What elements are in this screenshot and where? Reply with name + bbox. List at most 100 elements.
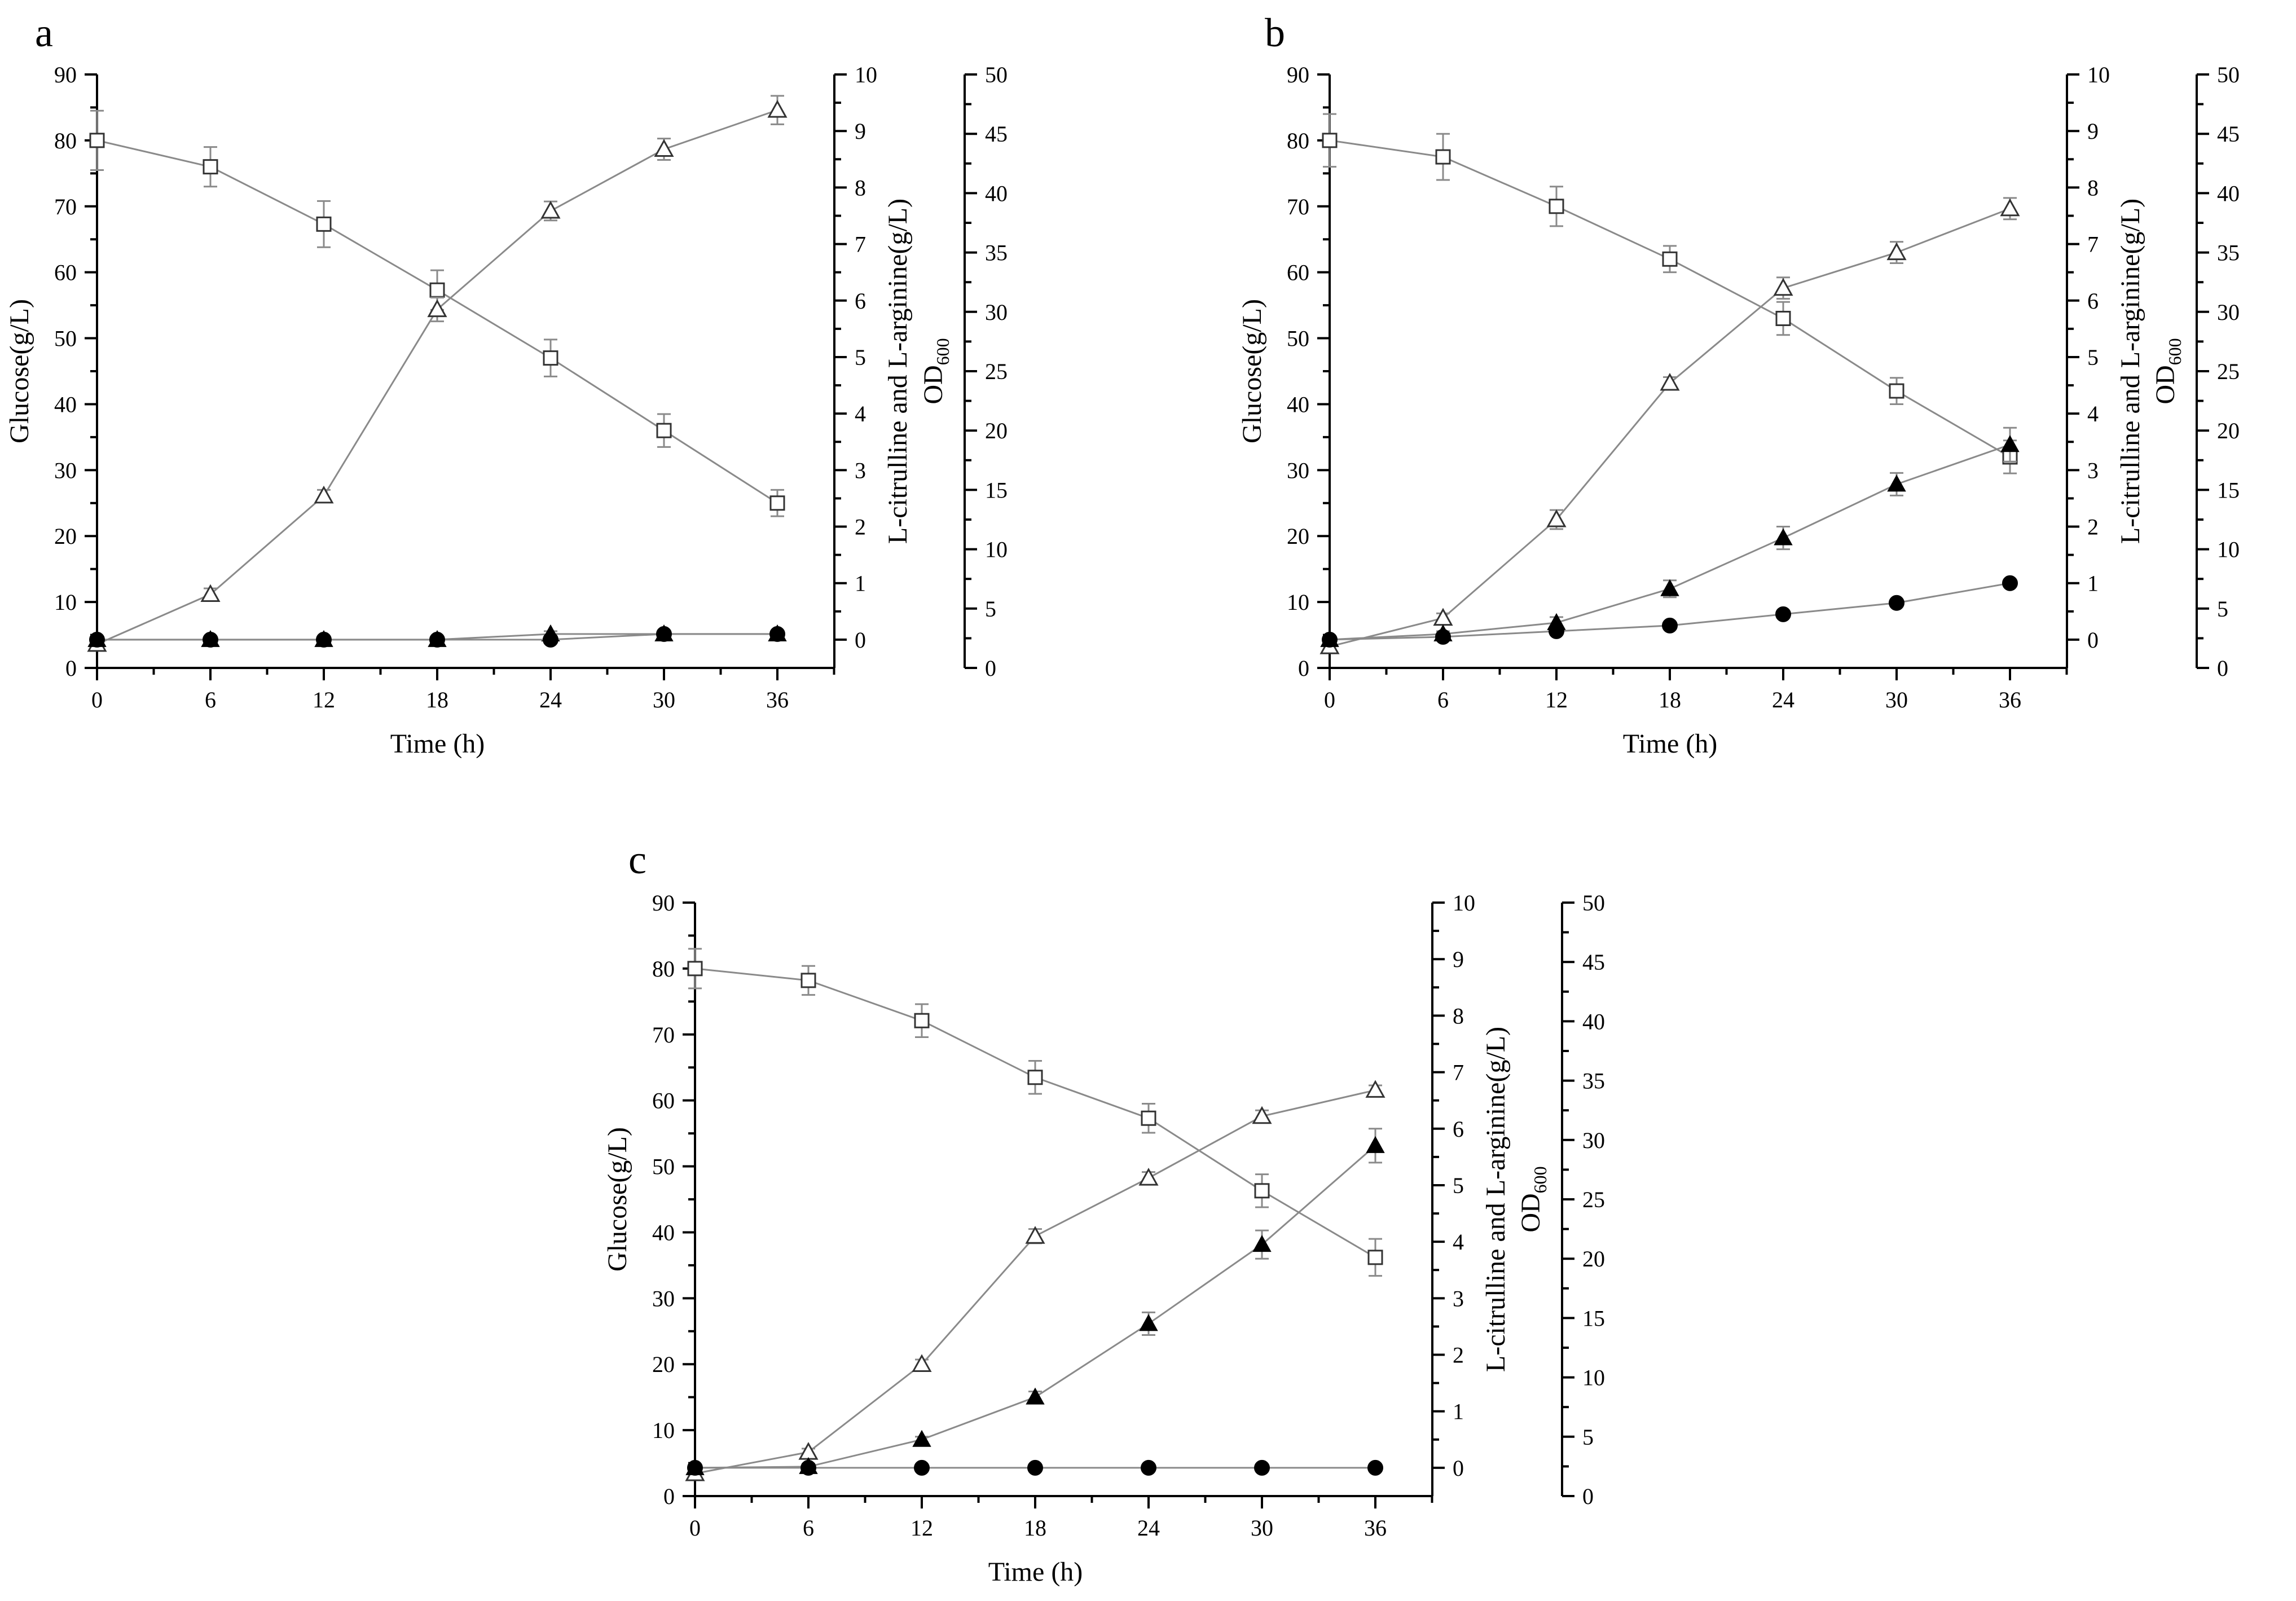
right1-tick-label: 0 (2087, 627, 2099, 653)
right2-tick-label: 35 (985, 240, 1008, 266)
left-tick-label: 60 (1287, 260, 1309, 285)
right2-tick-label: 25 (1582, 1187, 1605, 1212)
data-point (1662, 617, 1678, 634)
series-od600 (1319, 197, 2020, 654)
series-od600 (87, 95, 788, 652)
right1-tick-label: 1 (855, 571, 866, 596)
x-tick-label: 18 (1024, 1515, 1046, 1541)
data-point (912, 1430, 931, 1447)
data-point (769, 495, 785, 511)
data-point (654, 139, 674, 157)
data-point (1435, 628, 1451, 645)
right2-tick-label: 35 (1582, 1068, 1605, 1094)
x-tick-label: 0 (689, 1515, 701, 1541)
x-tick-label: 12 (911, 1515, 933, 1541)
series-l-citrulline (687, 1459, 1383, 1476)
x-tick-label: 36 (1364, 1515, 1387, 1541)
data-point (314, 485, 334, 504)
right2-tick-label: 50 (2217, 62, 2240, 87)
right1-tick-label: 4 (855, 401, 866, 426)
series-l-arginine (685, 1128, 1385, 1475)
right1-axis-title: L-citrulline and L-arginine(g/L) (1481, 1027, 1511, 1372)
right2-tick-label: 25 (985, 359, 1008, 384)
left-tick-label: 10 (54, 590, 77, 615)
left-tick-label: 20 (652, 1352, 675, 1377)
od-label: OD (1516, 1193, 1546, 1232)
left-tick-label: 80 (54, 128, 77, 153)
series-l-citrulline (89, 626, 785, 648)
data-point (1252, 1106, 1272, 1124)
left-axis-title: Glucose(g/L) (1237, 299, 1267, 443)
data-point (1322, 631, 1338, 648)
left-tick-label: 10 (652, 1418, 675, 1443)
left-tick-label: 50 (1287, 326, 1309, 351)
data-point (543, 631, 558, 648)
right1-tick-label: 3 (855, 458, 866, 483)
data-point (1365, 1080, 1385, 1098)
x-tick-label: 24 (1137, 1515, 1160, 1541)
data-point (656, 626, 672, 642)
right2-tick-label: 20 (2217, 418, 2240, 443)
left-tick-label: 20 (1287, 524, 1309, 549)
right2-tick-label: 15 (2217, 477, 2240, 503)
x-tick-label: 24 (1772, 687, 1794, 712)
series-glucose (89, 109, 785, 517)
x-axis-title: Time (h) (988, 1557, 1083, 1587)
right1-tick-label: 7 (855, 232, 866, 257)
right2-tick-label: 30 (985, 300, 1008, 325)
left-tick-label: 90 (652, 890, 675, 916)
right2-tick-label: 20 (985, 418, 1008, 443)
right2-tick-label: 5 (985, 596, 996, 622)
data-point (1141, 1459, 1156, 1476)
x-tick-label: 0 (1324, 687, 1335, 712)
right1-tick-label: 9 (855, 118, 866, 144)
x-tick-label: 30 (1251, 1515, 1273, 1541)
left-tick-label: 0 (663, 1484, 675, 1509)
x-tick-label: 6 (205, 687, 216, 712)
left-tick-label: 90 (54, 62, 77, 87)
x-tick-label: 18 (426, 687, 448, 712)
right1-tick-label: 5 (855, 345, 866, 370)
right2-tick-label: 25 (2217, 359, 2240, 384)
left-tick-label: 70 (652, 1022, 675, 1048)
right2-axis-title: OD600 (2150, 338, 2185, 404)
series-line (694, 1089, 1376, 1475)
right1-tick-label: 6 (1453, 1116, 1464, 1142)
data-point (540, 200, 561, 219)
right2-tick-label: 45 (2217, 121, 2240, 147)
right1-tick-label: 3 (2087, 458, 2099, 483)
data-point (316, 631, 332, 648)
left-tick-label: 80 (652, 956, 675, 982)
data-point (800, 1459, 816, 1476)
x-tick-label: 0 (91, 687, 103, 712)
od-subscript: 600 (2165, 338, 2185, 365)
left-tick-label: 70 (54, 194, 77, 219)
data-point (1889, 595, 1904, 611)
right2-tick-label: 40 (1582, 1009, 1605, 1034)
right1-tick-label: 1 (1453, 1399, 1464, 1424)
right2-tick-label: 5 (1582, 1424, 1594, 1450)
data-point (427, 299, 447, 318)
left-tick-label: 40 (54, 392, 77, 417)
data-point (912, 1354, 932, 1372)
od-label: OD (2150, 365, 2180, 404)
left-tick-label: 70 (1287, 194, 1309, 219)
right2-tick-label: 0 (985, 656, 996, 681)
right1-tick-label: 4 (2087, 401, 2099, 426)
data-point (769, 626, 785, 642)
right1-tick-label: 8 (855, 175, 866, 200)
data-point (1254, 1459, 1270, 1476)
left-tick-label: 10 (1287, 590, 1309, 615)
right2-tick-label: 30 (2217, 300, 2240, 325)
right1-tick-label: 5 (1453, 1173, 1464, 1198)
series-glucose (1322, 113, 2018, 474)
data-point (1367, 1459, 1383, 1476)
data-point (2002, 575, 2018, 591)
data-point (1435, 149, 1451, 165)
data-point (1886, 242, 1907, 261)
right2-tick-label: 10 (985, 537, 1008, 562)
od-subscript: 600 (1530, 1166, 1550, 1193)
right1-tick-label: 2 (2087, 514, 2099, 540)
